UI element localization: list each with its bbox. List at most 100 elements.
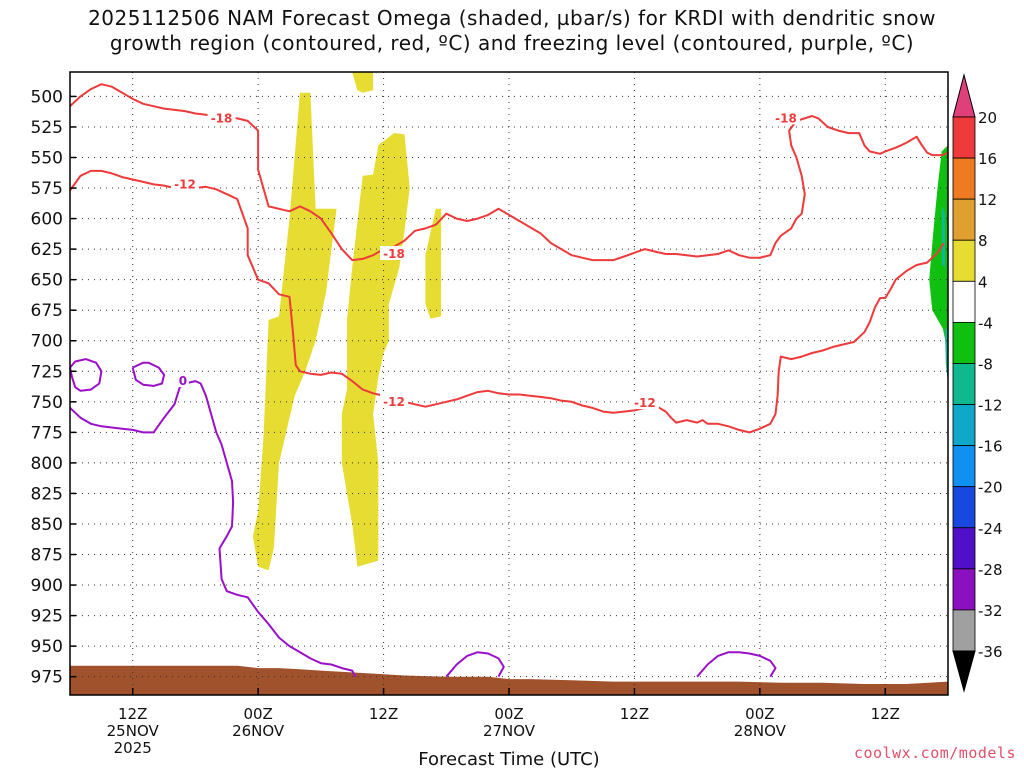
y-tick-label-625: 625 [31,240,63,260]
colorbar-box-6 [952,363,976,405]
colorbar-label-2: 12 [978,191,997,209]
y-tick-label-850: 850 [31,515,63,535]
contour-label-bg-1 [170,176,199,191]
colorbar-label-10: -24 [978,520,1003,538]
colorbar-box-0 [952,116,976,159]
contour-label-bg-6 [176,373,189,388]
terrain-fill [70,665,948,695]
x-axis-title: Forecast Time (UTC) [418,749,599,768]
y-tick-label-600: 600 [31,210,63,230]
y-tick-label-875: 875 [31,546,63,566]
x-tick-label-0-1: 25NOV [107,722,160,740]
y-tick-label-900: 900 [31,576,63,596]
contour-freezing-3 [445,651,505,678]
y-tick-label-725: 725 [31,362,63,382]
y-tick-label-575: 575 [31,179,63,199]
colorbar-label-8: -16 [978,438,1003,456]
contour-freezing-2 [131,361,166,387]
contour-label-4: -12 [634,396,656,410]
x-tick-label-1-1: 26NOV [232,722,285,740]
grid-layer [70,72,948,695]
contour-label-bg-3 [380,393,409,408]
colorbar-label-7: -12 [978,397,1003,415]
x-tick-label-5-1: 28NOV [734,722,787,740]
omega-region-4 [929,145,948,353]
colorbar-bottom-arrow [952,650,976,693]
colorbar-box-8 [952,445,976,488]
x-tick-label-2-0: 12Z [369,705,398,723]
omega-region-0 [252,92,337,571]
colorbar-label-4: 4 [978,273,988,291]
colorbar-label-11: -28 [978,561,1003,579]
colorbar-label-5: -4 [978,314,993,332]
omega-region-3 [352,72,374,93]
colorbar-label-1: 16 [978,150,997,168]
colorbar-box-11 [952,568,976,611]
omega-region-2 [425,208,442,319]
colorbar-label-3: 8 [978,232,988,250]
y-tick-label-950: 950 [31,637,63,657]
contour-label-bg-0 [207,110,236,125]
colorbar-label-6: -8 [978,355,993,373]
y-tick-label-975: 975 [31,668,63,688]
y-tick-label-925: 925 [31,607,63,627]
omega-region-6 [944,328,948,384]
x-tick-label-4-0: 12Z [620,705,649,723]
chart-title-line2: growth region (contoured, red, ºC) and f… [109,31,915,55]
colorbar-box-3 [952,239,976,282]
contour-layer [69,83,949,678]
colorbar-top-arrow [952,73,976,118]
contour-label-bg-2 [380,246,409,261]
chart-title-line1: 2025112506 NAM Forecast Omega (shaded, µ… [88,6,936,30]
contour-label-1: -12 [174,177,196,191]
y-tick-label-525: 525 [31,118,63,138]
colorbar-box-12 [952,609,976,652]
credit-text: coolwx.com/models [853,744,1016,762]
contour-freezing-4 [696,651,777,678]
colorbar-box-1 [952,157,976,200]
x-tick-label-5-0: 00Z [745,705,774,723]
omega-region-5 [941,206,945,268]
contour-label-3: -12 [383,395,405,409]
contour-minus18-0 [69,83,949,262]
x-tick-label-3-1: 27NOV [483,722,536,740]
x-tick-label-1-0: 00Z [243,705,272,723]
colorbar-label-9: -20 [978,479,1003,497]
contour-freezing-1 [69,358,103,392]
y-tick-label-550: 550 [31,149,63,169]
contour-label-5: -18 [775,111,797,125]
y-tick-label-675: 675 [31,301,63,321]
colorbar-box-2 [952,198,976,241]
contour-minus12-0 [69,169,945,434]
y-tick-label-825: 825 [31,484,63,504]
contour-label-0: -18 [211,111,233,125]
colorbar: 20 16 12 8 4 -4 -8 -12 -16 -20 -24 -28 -32 -36 [952,73,1003,693]
colorbar-label-13: -36 [978,643,1003,661]
x-tick-label-0-0: 12Z [118,705,147,723]
colorbar-box-7 [952,404,976,447]
omega-region-1 [341,133,410,567]
contour-label-bg-5 [771,110,800,125]
colorbar-box-9 [952,486,976,529]
contour-freezing-0 [69,380,357,678]
contour-label-6: 0 [179,374,187,388]
axis-label-layer: 500 525 550 575 600 625 650 675 700 725 750 775 800 8… [31,87,900,757]
colorbar-box-4 [952,280,976,323]
y-tick-label-650: 650 [31,271,63,291]
y-tick-label-500: 500 [31,87,63,107]
terrain-layer [70,665,948,695]
colorbar-label-12: -32 [978,602,1003,620]
y-tick-label-800: 800 [31,454,63,474]
x-tick-label-6-0: 12Z [871,705,900,723]
colorbar-box-10 [952,527,976,570]
contour-label-2: -18 [383,247,405,261]
omega-shading-layer [252,72,948,571]
y-tick-label-750: 750 [31,393,63,413]
contour-label-layer: -18 -12 -18 -12 -12 -18 0 [170,110,800,410]
x-tick-label-0-2: 2025 [114,739,152,757]
y-tick-label-775: 775 [31,423,63,443]
x-tick-label-3-0: 00Z [494,705,523,723]
colorbar-box-5 [952,321,976,364]
contour-label-bg-4 [630,395,659,410]
